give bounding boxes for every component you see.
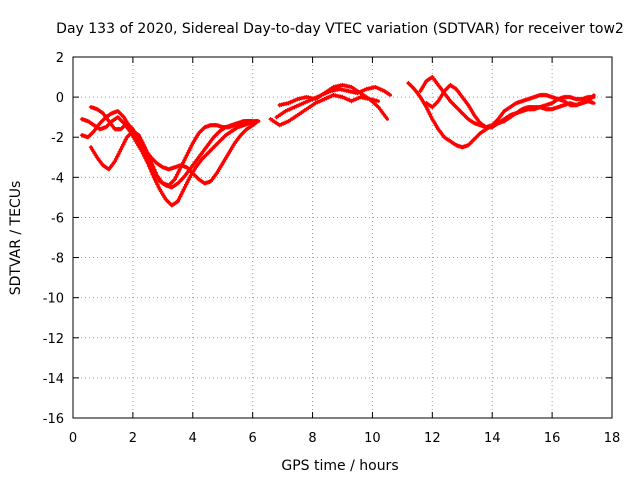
data-point	[179, 191, 184, 197]
data-point	[154, 179, 159, 185]
data-point	[123, 137, 128, 142]
data-point	[182, 157, 187, 163]
data-point	[426, 109, 431, 115]
data-point	[145, 161, 151, 166]
x-tick-label: 12	[424, 431, 441, 446]
x-tick-label: 4	[189, 431, 197, 446]
plot-frame	[72, 56, 613, 419]
data-point	[185, 150, 191, 156]
y-tick-label: -10	[43, 292, 64, 307]
y-tick-label: 2	[56, 51, 64, 66]
data-point	[172, 177, 178, 182]
data-point	[185, 179, 190, 185]
data-point	[176, 169, 181, 175]
y-axis-label: SDTVAR / TECUs	[8, 181, 24, 296]
data-point	[189, 143, 194, 148]
data-point	[182, 184, 188, 190]
data-point	[249, 118, 254, 124]
x-tick-label: 18	[604, 431, 621, 446]
y-tick-label: -12	[43, 332, 64, 347]
data-point	[149, 169, 154, 174]
data-point	[117, 149, 122, 154]
series-track-10	[424, 82, 596, 130]
data-point	[121, 142, 126, 147]
data-point	[383, 114, 388, 119]
data-point	[175, 199, 181, 204]
y-tick-label: -6	[51, 211, 64, 226]
data-point	[139, 149, 145, 154]
data-point	[255, 118, 261, 124]
x-axis-label: GPS time / hours	[281, 458, 398, 474]
data-point	[376, 104, 381, 110]
data-point	[112, 159, 118, 164]
data-point	[590, 100, 596, 105]
data-point	[183, 182, 189, 187]
data-point	[152, 167, 157, 172]
data-point	[144, 158, 149, 164]
data-point	[183, 155, 188, 160]
data-point	[142, 153, 147, 159]
data-point	[425, 107, 430, 112]
x-tick-label: 16	[544, 431, 561, 446]
x-tick-label: 2	[129, 431, 137, 446]
x-tick-label: 6	[249, 431, 257, 446]
data-point	[151, 164, 156, 170]
data-point	[113, 156, 119, 162]
data-point	[252, 121, 258, 126]
data-point	[381, 112, 387, 117]
x-tick-label: 0	[69, 431, 77, 446]
data-point	[379, 109, 385, 115]
data-point	[151, 175, 157, 180]
plot-area	[79, 74, 596, 208]
data-point	[152, 177, 158, 182]
data-point	[176, 196, 182, 202]
data-point	[148, 166, 153, 172]
x-tick-label: 14	[484, 431, 501, 446]
data-point	[186, 148, 192, 153]
data-point	[119, 144, 125, 150]
data-point	[140, 151, 146, 156]
data-point	[178, 194, 183, 199]
y-tick-label: -16	[43, 412, 64, 427]
data-point	[143, 156, 148, 161]
data-point	[173, 174, 179, 180]
data-point	[427, 112, 433, 117]
data-point	[590, 94, 596, 99]
data-point	[424, 104, 429, 110]
data-point	[177, 167, 182, 172]
data-point	[150, 172, 155, 177]
chart-title: Day 133 of 2020, Sidereal Day-to-day VTE…	[56, 21, 624, 37]
data-point	[378, 107, 383, 112]
y-tick-label: 0	[56, 91, 64, 106]
data-point	[149, 161, 155, 167]
series-track-4	[88, 104, 258, 186]
y-tick-label: -4	[51, 171, 64, 186]
y-tick-label: -2	[51, 131, 64, 146]
data-point	[374, 98, 379, 103]
y-tick-label: -8	[51, 252, 64, 267]
data-point	[387, 92, 392, 97]
data-point	[122, 139, 127, 145]
data-point	[153, 170, 158, 175]
data-point	[155, 182, 160, 187]
data-point	[188, 145, 193, 151]
data-point	[184, 153, 189, 158]
data-point	[186, 177, 191, 182]
data-point	[181, 187, 186, 192]
series-track-7	[277, 82, 380, 108]
y-tick-label: -14	[43, 372, 64, 387]
data-point	[175, 172, 180, 177]
data-point	[156, 184, 161, 190]
data-point	[118, 147, 124, 152]
data-point	[180, 189, 185, 194]
x-tick-label: 10	[364, 431, 381, 446]
data-point	[146, 163, 152, 169]
x-tick-label: 8	[308, 431, 316, 446]
data-point	[116, 151, 121, 157]
data-point	[115, 154, 120, 159]
data-point	[428, 114, 434, 119]
